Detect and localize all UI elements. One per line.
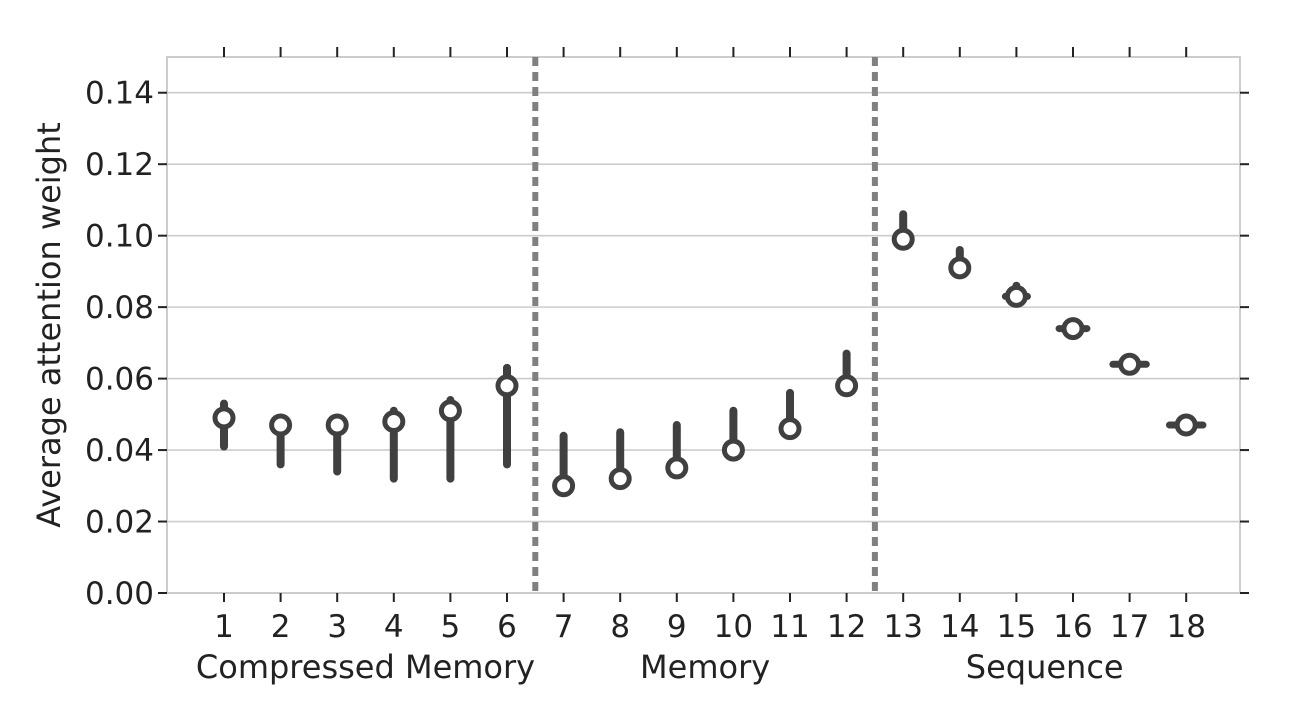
data-point (325, 413, 349, 437)
y-axis-title: Average attention weight (30, 122, 68, 528)
data-points (212, 210, 1207, 498)
data-point (948, 256, 972, 280)
data-point (438, 399, 462, 423)
data-point (495, 374, 519, 398)
data-point (1061, 317, 1085, 341)
y-tick-label: 0.14 (85, 76, 154, 112)
data-point (1118, 352, 1142, 376)
axis-ticks (158, 47, 1249, 602)
x-tick-label: 12 (827, 609, 866, 645)
x-tick-label: 13 (883, 609, 922, 645)
y-tick-label: 0.08 (85, 290, 154, 326)
y-tick-label: 0.04 (85, 433, 154, 469)
section-dividers (532, 57, 878, 593)
x-tick-label: 17 (1110, 609, 1149, 645)
x-tick-label: 3 (327, 609, 347, 645)
x-tick-label: 14 (940, 609, 979, 645)
x-tick-label: 15 (997, 609, 1036, 645)
x-tick-label: 18 (1166, 609, 1205, 645)
group-label: Sequence (966, 648, 1124, 686)
gridlines (167, 91, 1240, 523)
x-tick-label: 10 (714, 609, 753, 645)
data-point (552, 474, 576, 498)
data-point (665, 456, 689, 480)
data-point (1004, 284, 1028, 308)
data-point (721, 438, 745, 462)
x-tick-label: 7 (554, 609, 574, 645)
y-tick-label: 0.12 (85, 147, 154, 183)
data-point (835, 374, 859, 398)
group-label: Compressed Memory (196, 648, 535, 686)
x-tick-label: 5 (441, 609, 461, 645)
data-point (778, 417, 802, 441)
data-point (269, 413, 293, 437)
x-tick-label: 1 (214, 609, 234, 645)
plot-frame (166, 56, 1241, 594)
x-tick-label: 11 (770, 609, 809, 645)
x-tick-label: 16 (1053, 609, 1092, 645)
y-tick-label: 0.10 (85, 219, 154, 255)
x-tick-label: 4 (384, 609, 404, 645)
axis-labels: 0.000.020.040.060.080.100.120.141 2 3 4 5 6 7 8… (85, 76, 1206, 686)
data-point (382, 409, 406, 433)
x-tick-label: 8 (610, 609, 630, 645)
x-tick-label: 6 (497, 609, 517, 645)
data-point (891, 227, 915, 251)
data-point (608, 467, 632, 491)
y-tick-label: 0.06 (85, 362, 154, 398)
group-label: Memory (640, 648, 770, 686)
x-tick-label: 2 (271, 609, 291, 645)
x-tick-label: 9 (667, 609, 687, 645)
y-tick-label: 0.00 (85, 576, 154, 612)
data-point (1174, 413, 1198, 437)
data-point (212, 406, 236, 430)
y-tick-label: 0.02 (85, 505, 154, 541)
